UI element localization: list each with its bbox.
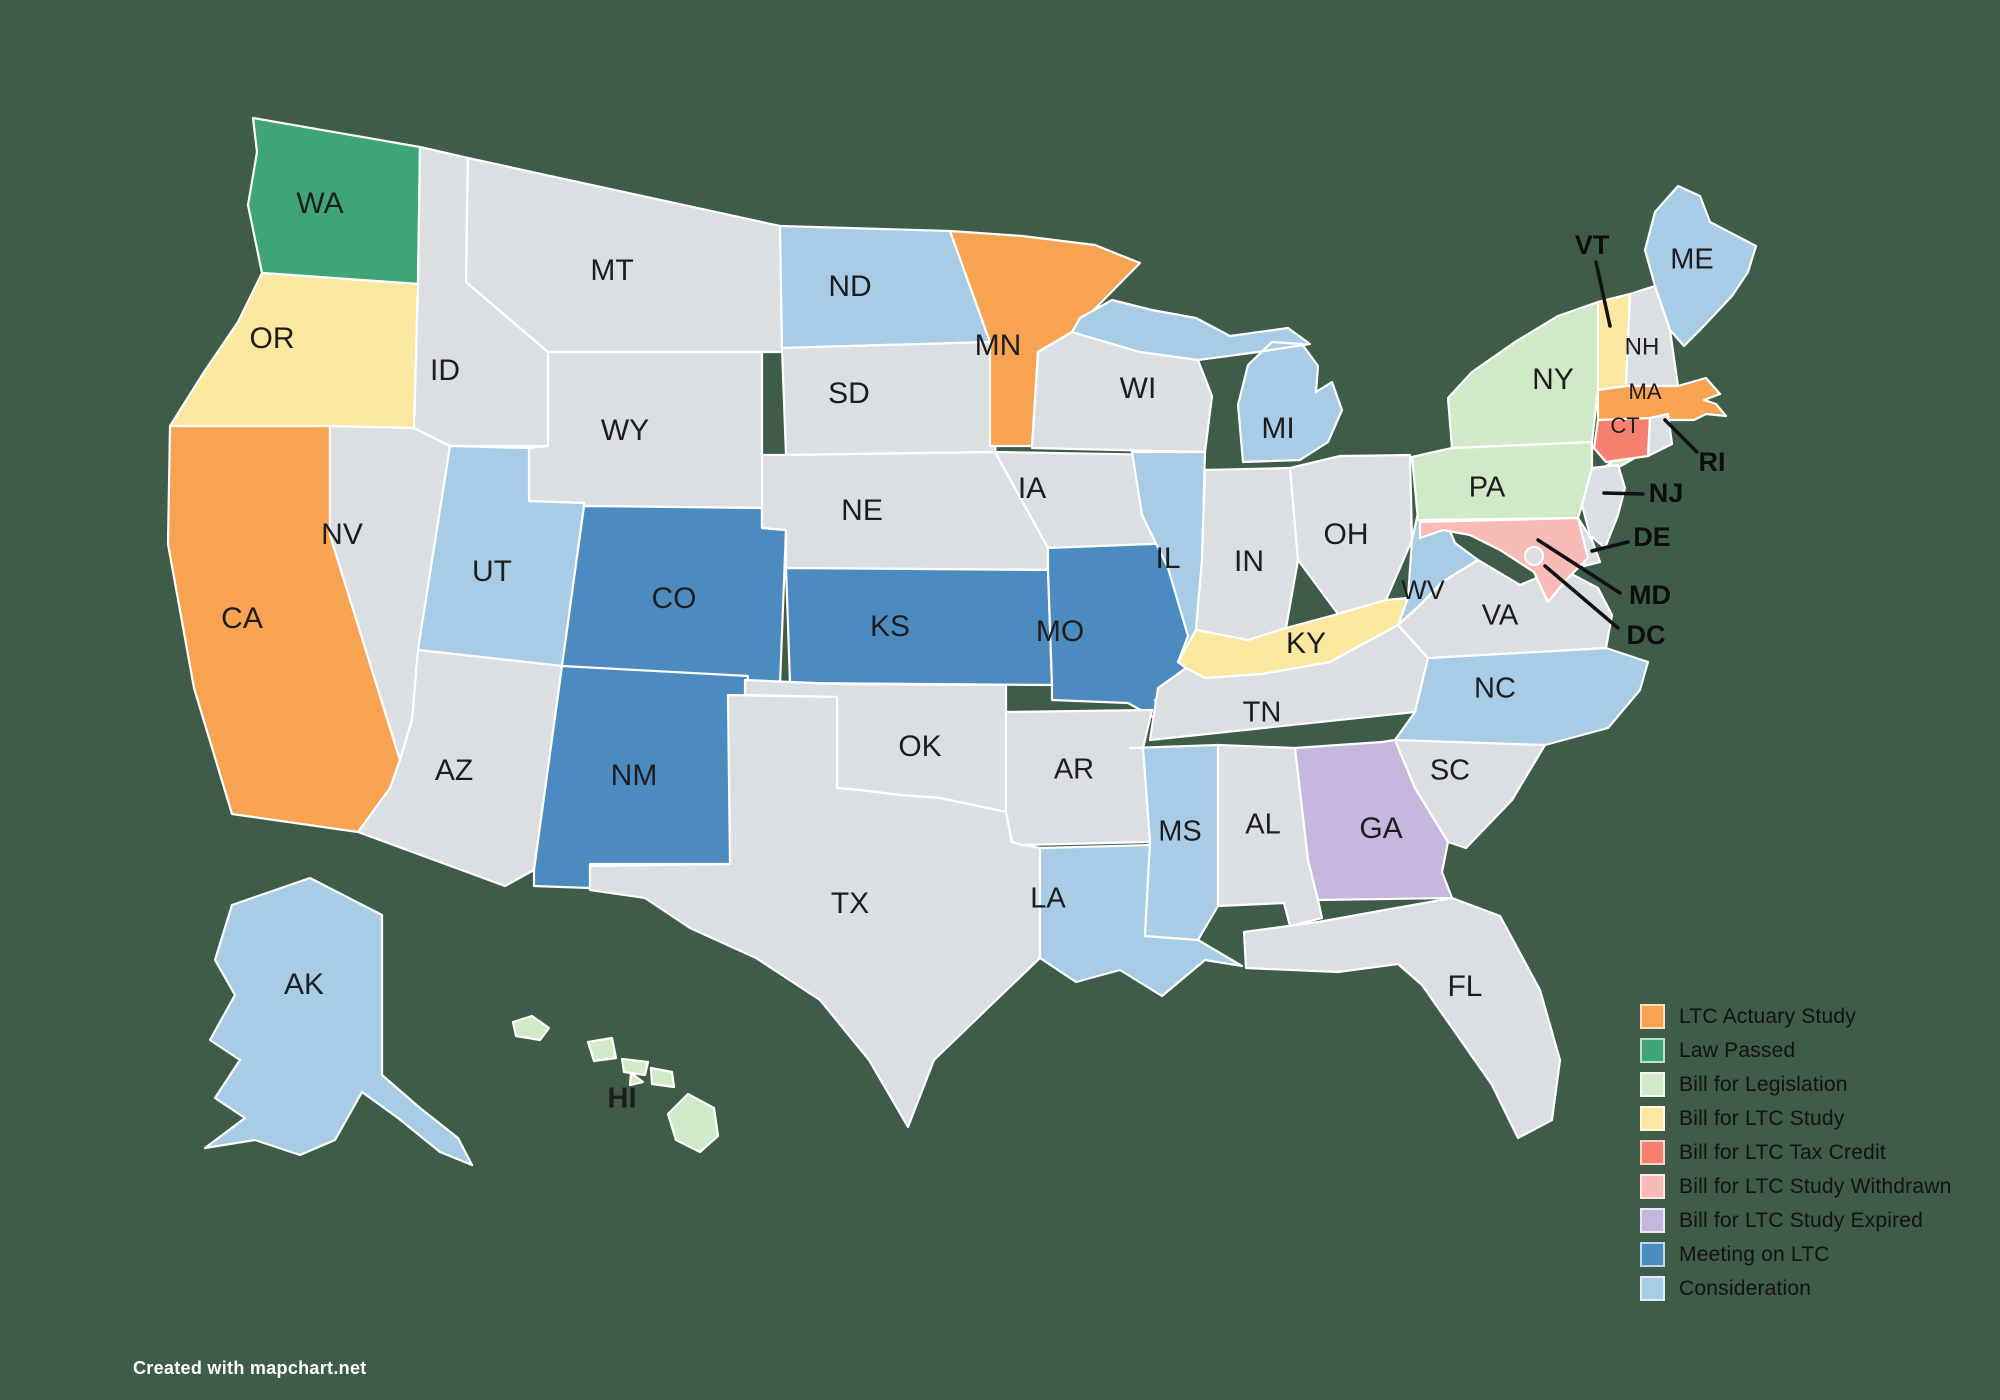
attribution-text: Created with mapchart.net [133,1358,367,1378]
state-callout-label-MD: MD [1629,580,1671,610]
legend-label-3: Bill for LTC Study [1679,1106,1845,1130]
state-GA[interactable] [1293,738,1454,902]
state-callout-label-DC: DC [1627,620,1666,650]
state-OR[interactable] [168,271,420,430]
state-WY[interactable] [527,350,764,510]
legend-swatch-4 [1640,1140,1665,1165]
state-CO[interactable] [560,504,788,686]
legend-swatch-1 [1640,1038,1665,1063]
state-TN[interactable] [1148,623,1430,742]
state-MT[interactable] [464,156,784,354]
legend-row-7: Meeting on LTC [1640,1242,1951,1267]
legend-label-1: Law Passed [1679,1038,1796,1062]
legend-row-4: Bill for LTC Tax Credit [1640,1140,1951,1165]
state-AR[interactable] [1004,708,1154,847]
legend-row-2: Bill for Legislation [1640,1072,1951,1097]
legend-swatch-7 [1640,1242,1665,1267]
state-NC[interactable] [1393,646,1650,747]
callout-line-VT [1594,260,1612,328]
legend-swatch-6 [1640,1208,1665,1233]
state-callout-label-VT: VT [1575,230,1610,260]
legend-label-2: Bill for Legislation [1679,1072,1848,1096]
state-TX[interactable] [588,693,1042,1129]
legend-label-8: Consideration [1679,1276,1812,1300]
state-MD[interactable] [1418,516,1590,604]
legend-label-0: LTC Actuary Study [1679,1004,1856,1028]
state-ME[interactable] [1643,184,1758,348]
callout-line-MD [1536,538,1622,595]
state-DC[interactable] [1524,546,1544,566]
state-HI[interactable] [511,1014,720,1154]
callout-line-DC [1543,564,1620,630]
legend-swatch-0 [1640,1004,1665,1029]
legend-row-3: Bill for LTC Study [1640,1106,1951,1131]
legend-label-5: Bill for LTC Study Withdrawn [1679,1174,1952,1198]
state-label-HI: HI [608,1083,637,1115]
state-RI[interactable] [1646,412,1674,458]
state-WA[interactable] [246,116,422,286]
legend-swatch-2 [1640,1072,1665,1097]
state-OH[interactable] [1288,453,1414,616]
state-SD[interactable] [780,340,1002,457]
state-MI[interactable] [1070,298,1344,464]
state-CT[interactable] [1592,416,1652,464]
state-NM[interactable] [532,664,750,890]
legend-label-4: Bill for LTC Tax Credit [1679,1140,1886,1164]
callout-line-DE [1590,540,1630,553]
legend-swatch-3 [1640,1106,1665,1131]
state-VT[interactable] [1596,292,1632,392]
legend-row-6: Bill for LTC Study Expired [1640,1208,1951,1233]
legend: LTC Actuary Study Law Passed Bill for Legi… [1640,1004,1951,1301]
legend-row-8: Consideration [1640,1276,1951,1301]
legend-row-5: Bill for LTC Study Withdrawn [1640,1174,1951,1199]
state-callout-label-NJ: NJ [1649,478,1684,508]
state-AK[interactable] [203,876,474,1167]
state-callout-label-RI: RI [1699,447,1726,477]
legend-swatch-8 [1640,1276,1665,1301]
callout-line-RI [1663,418,1699,454]
legend-swatch-5 [1640,1174,1665,1199]
state-FL[interactable] [1242,896,1562,1140]
state-KS[interactable] [784,566,1054,687]
legend-label-6: Bill for LTC Study Expired [1679,1208,1924,1232]
state-callout-label-DE: DE [1633,522,1671,552]
legend-label-7: Meeting on LTC [1679,1242,1830,1266]
state-PA[interactable] [1410,440,1594,522]
state-IN[interactable] [1194,466,1300,642]
callout-line-NJ [1602,491,1645,496]
legend-row-0: LTC Actuary Study [1640,1004,1951,1029]
legend-row-1: Law Passed [1640,1038,1951,1063]
state-NH[interactable] [1624,284,1680,388]
state-NJ[interactable] [1580,463,1627,550]
